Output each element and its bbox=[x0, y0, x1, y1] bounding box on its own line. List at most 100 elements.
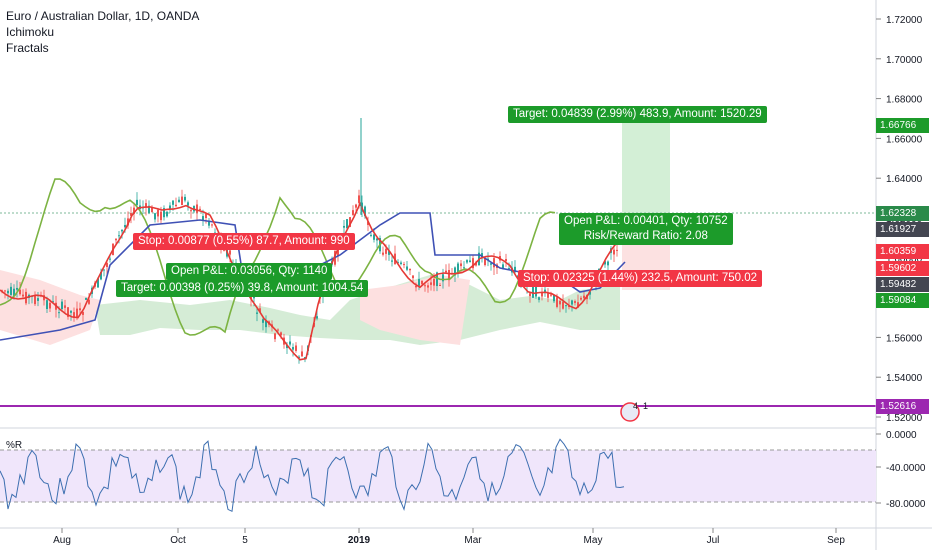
candle-body bbox=[103, 269, 105, 271]
right-stop-tag[interactable]: Stop: 0.02325 (1.44%) 232.5, Amount: 750… bbox=[518, 270, 763, 287]
candle-body bbox=[382, 252, 384, 255]
candle-body bbox=[10, 286, 12, 295]
candle-body bbox=[406, 266, 408, 270]
candle-body bbox=[538, 297, 540, 300]
candle-body bbox=[502, 264, 504, 269]
candle-body bbox=[589, 291, 591, 295]
candle-body bbox=[547, 293, 549, 298]
candle-body bbox=[280, 332, 282, 336]
candle-body bbox=[46, 300, 48, 309]
candle-body bbox=[298, 356, 300, 358]
time-axis-tick: Oct bbox=[170, 535, 186, 546]
candle-body bbox=[409, 268, 411, 271]
price-label-purple: 1.52616 bbox=[876, 399, 929, 414]
chikou-span-line bbox=[0, 178, 556, 336]
right-pnl-line2: Risk/Reward Ratio: 2.08 bbox=[583, 230, 708, 242]
candle-body bbox=[175, 204, 177, 207]
candle-body bbox=[157, 209, 159, 217]
candle-body bbox=[358, 195, 360, 203]
candle-body bbox=[97, 278, 99, 288]
indicator-fractals[interactable]: Fractals bbox=[6, 41, 49, 55]
candle-body bbox=[427, 285, 429, 288]
price-label-target: 1.66766 bbox=[876, 118, 929, 133]
candle-body bbox=[316, 316, 318, 319]
candle-body bbox=[439, 285, 441, 287]
candle-body bbox=[448, 270, 450, 281]
price-label-stop-1: 1.60359 bbox=[876, 244, 929, 259]
candle-body bbox=[265, 320, 267, 328]
candle-body bbox=[370, 234, 372, 236]
price-label-entry: 1.62328 bbox=[876, 206, 929, 221]
candle-body bbox=[76, 308, 78, 318]
williams-r-axis-tick: -80.0000 bbox=[886, 499, 926, 510]
right-target-tag[interactable]: Target: 0.04839 (2.99%) 483.9, Amount: 1… bbox=[508, 106, 767, 123]
candle-body bbox=[196, 204, 198, 213]
candle-body bbox=[403, 264, 405, 266]
candle-body bbox=[64, 305, 66, 308]
candle-body bbox=[181, 196, 183, 205]
price-axis-tick: 1.70000 bbox=[886, 55, 923, 66]
candle-body bbox=[505, 259, 507, 262]
right-pnl-tag[interactable]: Open P&L: 0.00401, Qty: 10752 Risk/Rewar… bbox=[559, 213, 733, 245]
candle-body bbox=[286, 345, 288, 349]
candle-body bbox=[106, 262, 108, 268]
candle-body bbox=[553, 294, 555, 302]
candle-body bbox=[574, 301, 576, 303]
candle-body bbox=[535, 285, 537, 297]
candle-body bbox=[118, 235, 120, 237]
left-pnl-tag[interactable]: Open P&L: 0.03056, Qty: 1140 bbox=[166, 263, 333, 280]
candle-body bbox=[88, 299, 90, 304]
candle-body bbox=[202, 216, 204, 221]
candle-body bbox=[172, 200, 174, 205]
candle-body bbox=[277, 329, 279, 331]
candle-body bbox=[19, 289, 21, 295]
candle-body bbox=[115, 238, 117, 241]
left-stop-tag[interactable]: Stop: 0.00877 (0.55%) 87.7, Amount: 990 bbox=[133, 233, 355, 250]
candle-body bbox=[109, 258, 111, 260]
candle-body bbox=[124, 224, 126, 228]
candle-body bbox=[562, 301, 564, 309]
candle-body bbox=[61, 301, 63, 310]
time-axis-tick: Jul bbox=[707, 535, 720, 546]
williams-r-label[interactable]: %R bbox=[6, 440, 23, 451]
candle-body bbox=[352, 210, 354, 215]
candle-body bbox=[295, 345, 297, 351]
time-axis-tick: May bbox=[584, 535, 603, 546]
candle-body bbox=[529, 293, 531, 297]
candle-body bbox=[301, 351, 303, 357]
williams-r-axis-tick: -40.0000 bbox=[886, 463, 926, 474]
time-axis: Aug Oct 5 2019 Mar May Jul Sep bbox=[53, 528, 845, 546]
candle-body bbox=[565, 305, 567, 307]
candle-body bbox=[475, 262, 477, 266]
candle-body bbox=[190, 210, 192, 212]
symbol-title[interactable]: Euro / Australian Dollar, 1D, OANDA bbox=[6, 9, 200, 23]
earnings-flag-icon[interactable] bbox=[620, 402, 640, 422]
candle-body bbox=[151, 207, 153, 213]
chart-legend: Euro / Australian Dollar, 1D, OANDA Ichi… bbox=[6, 8, 199, 56]
candle-body bbox=[148, 205, 150, 213]
candle-body bbox=[178, 199, 180, 203]
tenkan-sen-line bbox=[0, 201, 619, 361]
candle-body bbox=[70, 310, 72, 313]
candle-body bbox=[604, 261, 606, 265]
candle-body bbox=[337, 245, 339, 256]
indicator-ichimoku[interactable]: Ichimoku bbox=[6, 25, 55, 39]
candle-body bbox=[355, 204, 357, 208]
candle-body bbox=[289, 341, 291, 345]
candle-body bbox=[463, 267, 465, 269]
candle-body bbox=[49, 302, 51, 309]
williams-r-band bbox=[0, 450, 876, 502]
candle-body bbox=[421, 280, 423, 285]
candle-body bbox=[253, 296, 255, 299]
williams-r-axis: 0.0000 -40.0000 -80.0000 bbox=[876, 430, 926, 510]
left-target-tag[interactable]: Target: 0.00398 (0.25%) 39.8, Amount: 10… bbox=[116, 280, 369, 297]
price-axis-tick: 1.60000 bbox=[886, 254, 923, 265]
right-pnl-line1: Open P&L: 0.00401, Qty: 10752 bbox=[564, 215, 728, 227]
candle-body bbox=[493, 258, 495, 268]
candle-body bbox=[163, 208, 165, 218]
candle-body bbox=[568, 306, 570, 308]
candle-body bbox=[397, 262, 399, 264]
candle-body bbox=[136, 199, 138, 205]
candle-body bbox=[607, 261, 609, 266]
